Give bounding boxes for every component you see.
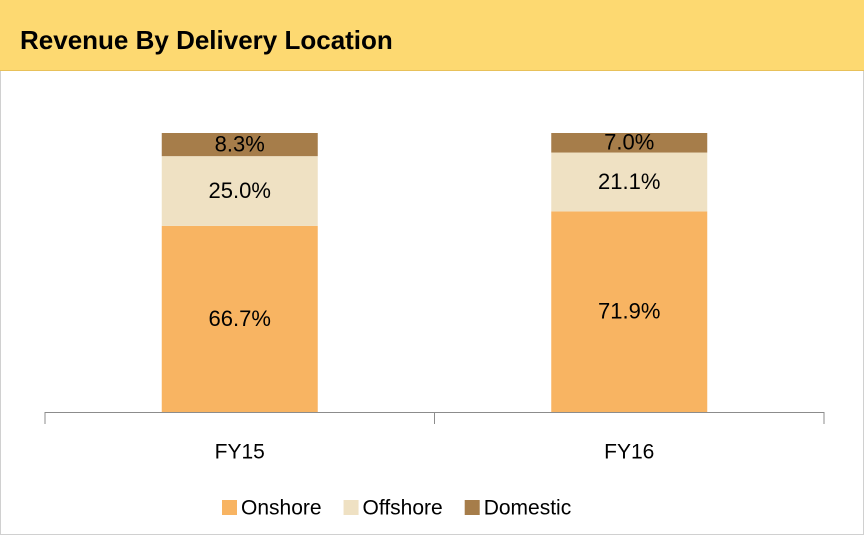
data-label: 66.7% — [209, 306, 271, 331]
bar-segment — [161, 133, 318, 157]
data-label: 8.3% — [215, 131, 265, 156]
x-tick-label: FY16 — [604, 441, 654, 464]
bar-segment — [551, 152, 708, 212]
chart-title: Revenue By Delivery Location — [20, 25, 393, 55]
legend-label: Domestic — [484, 497, 572, 520]
bar-segment — [551, 211, 708, 412]
legend-swatch — [343, 500, 359, 515]
legend-label: Offshore — [363, 497, 443, 520]
bar-segment — [551, 133, 708, 153]
bar-segment — [161, 225, 318, 412]
bar-segment — [161, 156, 318, 226]
x-tick-label: FY15 — [215, 441, 265, 464]
data-label: 71.9% — [598, 299, 660, 324]
header — [0, 0, 864, 70]
data-label: 7.0% — [604, 130, 654, 155]
data-label: 21.1% — [598, 169, 660, 194]
legend-swatch — [464, 500, 480, 515]
legend-label: Onshore — [241, 497, 322, 520]
data-label: 25.0% — [209, 178, 271, 203]
legend-swatch — [222, 500, 237, 515]
